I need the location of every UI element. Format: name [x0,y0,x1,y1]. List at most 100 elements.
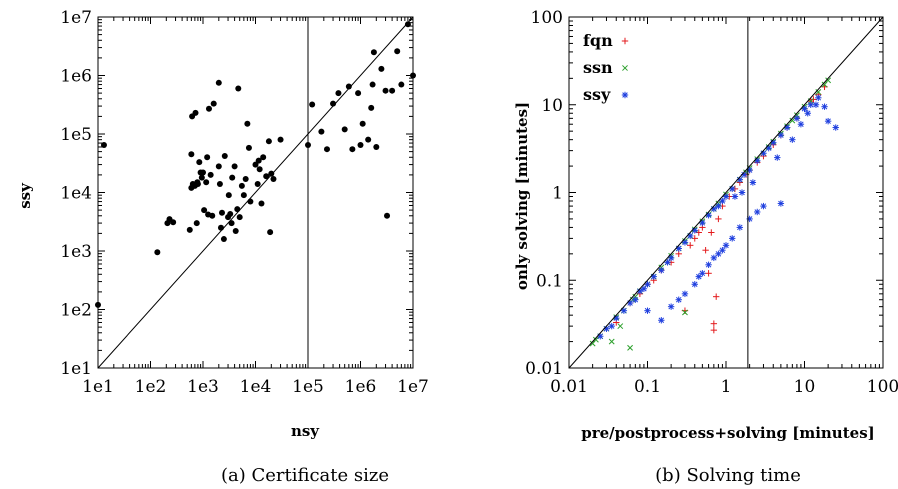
certificate-size-point [100,141,107,148]
certificate-size-point [210,100,217,107]
solving-time-point-ssy [729,185,736,193]
certificate-size-point [373,143,380,150]
solving-time-point-fqn [810,96,817,103]
solving-time-point-ssy [664,259,671,266]
y-tick-label: 0.1 [536,271,563,291]
certificate-size-point [330,100,337,107]
y-tick-label: 1 [552,184,563,204]
legend-label-fqn: fqn [583,31,613,50]
certificate-size-point [194,180,201,187]
legend-marker-group [621,37,629,99]
y-tick-label: 1e1 [60,359,92,379]
certificate-size-point [318,128,325,135]
y-tick-label: 1e7 [60,8,92,28]
certificate-size-caption: (a) Certificate size [221,465,389,486]
certificate-size-x-axis-label: nsy [291,422,320,440]
solving-time-point-ssy [804,110,811,117]
x-tick-label: 1e3 [187,377,219,397]
solving-time-legend: fqn ssn ssy [583,31,629,104]
solving-time-point-ssy [608,322,615,330]
solving-time-point-ssy [815,94,822,102]
solving-time-x-axis-label: pre/postprocess+solving [minutes] [581,424,874,442]
certificate-size-point [242,176,249,183]
certificate-size-point [231,163,238,170]
certificate-size-point [215,163,222,170]
certificate-size-plot-area [97,16,414,369]
certificate-size-point [355,90,362,97]
solving-time-point-ssy [691,281,698,288]
solving-time-point-fqn [712,293,720,300]
x-tick-label: 1e4 [240,377,272,397]
certificate-size-point [186,226,193,233]
certificate-size-point [207,171,214,178]
certificate-size-point [260,154,267,161]
solving-time-point-ssn [627,344,633,351]
certificate-size-point [368,104,375,111]
solving-time-point-ssn [825,77,832,84]
solving-time-point-ssy [736,224,744,231]
certificate-size-point [220,236,227,243]
certificate-size-point [398,81,405,88]
solving-time-point-ssy [783,124,791,131]
solving-time-point-ssy [715,202,722,210]
y-tick-label: 1e3 [60,242,92,262]
certificate-size-point [215,79,222,86]
certificate-size-point [370,49,377,56]
solving-time-caption: (b) Solving time [655,465,801,486]
certificate-size-y-axis-label: ssy [16,182,34,209]
solving-time-point-ssy [658,317,665,324]
certificate-size-point [218,209,225,216]
solving-time-point-ssy [632,296,639,303]
x-tick-label: 1 [721,377,732,397]
solving-time-point-ssy [687,232,694,240]
certificate-size-point [209,212,216,219]
certificate-size-point [267,229,274,236]
solving-time-point-ssy [644,307,651,314]
certificate-size-point [277,136,284,143]
certificate-size-point [227,210,234,217]
solving-time-point-ssy [705,261,712,268]
x-tick-label: 0.1 [634,377,661,397]
solving-time-point-ssy [705,212,712,219]
certificate-size-point [345,83,352,90]
solving-time-diagonal [568,16,884,369]
certificate-size-point [357,141,364,148]
certificate-size-point [270,176,277,183]
solving-time-point-ssy [695,273,702,280]
x-tick-label: 1e6 [345,377,377,397]
certificate-size-diagonal [97,16,414,369]
certificate-size-point [349,146,356,153]
certificate-size-point [232,227,239,234]
certificate-size-point [205,105,212,112]
solving-time-plot-area [568,16,884,369]
certificate-size-point [335,90,342,97]
certificate-size-point [394,48,401,55]
solving-time-point-ssy [681,290,689,298]
certificate-size-point [192,109,199,116]
certificate-size-point [341,126,348,133]
solving-time-point-fqn [708,229,715,236]
certificate-size-point [245,144,252,151]
certificate-size-point [234,206,241,213]
y-tick-label: 1e2 [60,301,92,321]
x-tick-label: 10 [794,377,816,397]
solving-time-point-ssy [777,200,785,207]
legend-marker-fqn [621,37,629,45]
y-tick-label: 0.01 [525,359,563,379]
solving-time-point-ssy [754,208,761,216]
solving-time-point-ssy [640,285,648,292]
legend-label-ssn: ssn [583,58,613,77]
certificate-size-point [247,198,254,205]
certificate-size-point [268,170,275,177]
x-tick-label: 1e1 [82,377,114,397]
certificate-size-point [201,207,208,214]
solving-time-point-fqn [715,215,722,223]
certificate-size-point [258,200,265,207]
certificate-size-point [200,169,206,176]
solving-time-point-fqn [705,270,712,277]
solving-time-point-ssy [722,242,730,249]
y-tick-label: 1e6 [60,67,92,87]
solving-time-point-ssy [749,179,757,186]
